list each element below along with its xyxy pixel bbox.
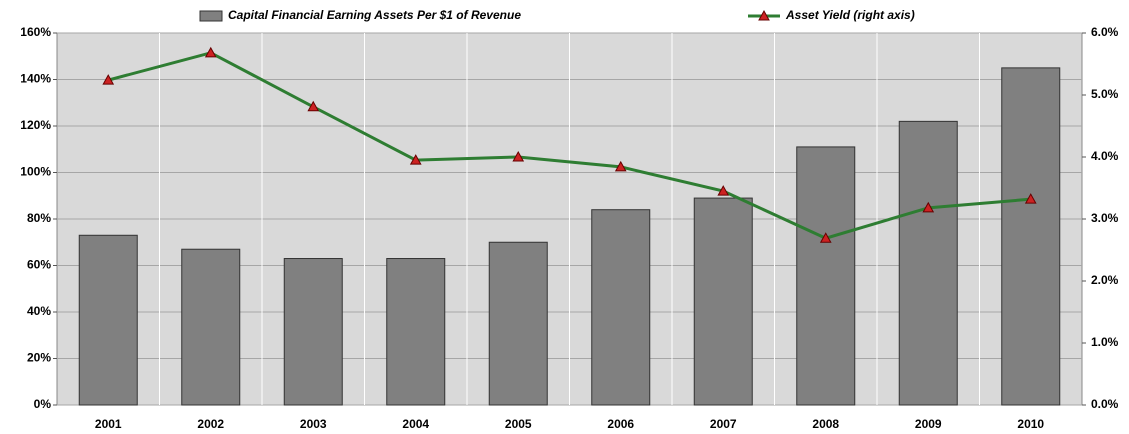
marker	[512, 150, 525, 162]
marker	[409, 154, 422, 165]
marker	[102, 74, 115, 85]
y2-tick-label: 0.0%	[1091, 397, 1119, 411]
marker	[307, 100, 320, 112]
legend-swatch	[199, 10, 223, 22]
bar	[796, 146, 856, 406]
x-tick-label: 2008	[812, 417, 839, 431]
bar	[283, 258, 343, 406]
bar	[898, 120, 958, 406]
marker	[204, 46, 217, 58]
y-tick-label: 40%	[27, 304, 51, 318]
x-tick-label: 2003	[300, 417, 327, 431]
legend-label: Asset Yield (right axis)	[785, 8, 915, 22]
x-tick-label: 2002	[197, 417, 224, 431]
y-tick-label: 120%	[20, 118, 51, 132]
bar	[488, 241, 548, 406]
y2-tick-label: 6.0%	[1091, 25, 1119, 39]
x-tick-label: 2006	[607, 417, 634, 431]
x-tick-label: 2001	[95, 417, 122, 431]
x-tick-label: 2007	[710, 417, 737, 431]
marker	[1024, 193, 1037, 204]
marker	[614, 160, 627, 172]
y-tick-label: 60%	[27, 258, 51, 272]
bar	[591, 209, 651, 406]
y2-tick-label: 3.0%	[1091, 211, 1119, 225]
bar	[181, 248, 241, 406]
x-tick-label: 2010	[1017, 417, 1044, 431]
line	[107, 51, 1031, 240]
bar	[386, 258, 446, 406]
y-tick-label: 100%	[20, 165, 51, 179]
y-tick-label: 140%	[20, 72, 51, 86]
marker	[819, 232, 832, 243]
y2-tick-label: 2.0%	[1091, 273, 1119, 287]
x-tick-label: 2004	[402, 417, 429, 431]
y2-tick-label: 5.0%	[1091, 87, 1119, 101]
bar	[78, 234, 138, 406]
bar	[1001, 67, 1061, 406]
legend-label: Capital Financial Earning Assets Per $1 …	[228, 8, 521, 22]
marker	[922, 201, 935, 213]
y-tick-label: 160%	[20, 25, 51, 39]
y2-tick-label: 4.0%	[1091, 149, 1119, 163]
legend-marker	[758, 9, 770, 21]
x-tick-label: 2005	[505, 417, 532, 431]
y-tick-label: 80%	[27, 211, 51, 225]
y2-tick-label: 1.0%	[1091, 335, 1119, 349]
marker	[717, 185, 730, 196]
y-tick-label: 20%	[27, 351, 51, 365]
bar	[693, 197, 753, 406]
y-tick-label: 0%	[34, 397, 52, 411]
x-tick-label: 2009	[915, 417, 942, 431]
